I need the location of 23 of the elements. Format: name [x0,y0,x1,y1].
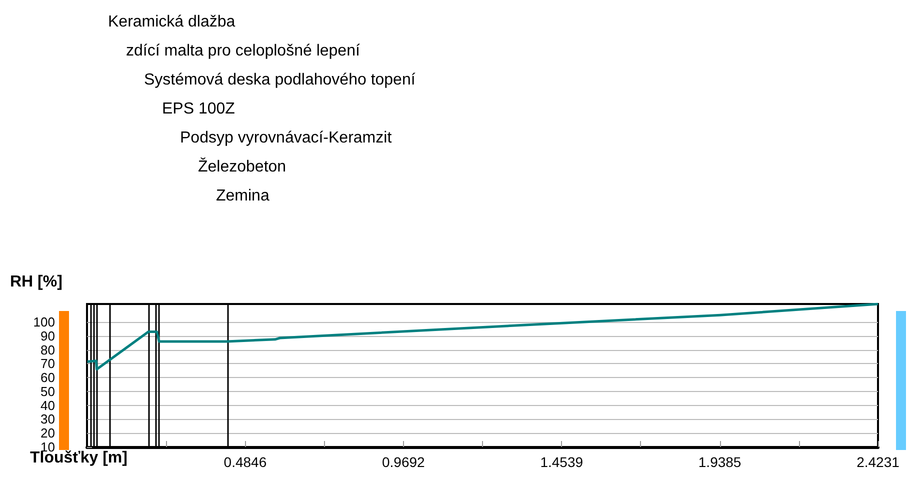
line-series [86,302,880,370]
x-tick-label: 1.4539 [540,454,584,470]
y-axis-title: RH [%] [10,274,62,290]
y-tick-label: 90 [40,328,55,344]
x-tick-label: 0.4846 [224,454,267,470]
x-tick-label: 2.4231 [856,454,900,470]
text: Systémová deska podlahového topení [144,72,416,88]
y-tick-label: 100 [33,314,55,330]
y-tick-label: 30 [40,412,55,427]
x-tick-label: 0.9692 [382,454,426,470]
text: Zemina [216,188,270,204]
y-tick-label: 70 [40,356,55,372]
y-tick-label: 60 [40,370,55,386]
y-tick-label: 80 [40,342,55,358]
y-tick-label: 50 [40,384,55,399]
x-tick-label: 1.9385 [698,454,742,470]
text: EPS 100Z [162,100,236,118]
y-tick-label: 20 [40,426,55,441]
text: Keramická dlažba [108,14,236,30]
text: Podsyp vyrovnávací-Keramzit [180,130,392,146]
text: zdící malta pro celoplošné lepení [126,42,360,60]
text: Železobeton [198,158,286,176]
y-tick-label: 40 [40,398,55,413]
